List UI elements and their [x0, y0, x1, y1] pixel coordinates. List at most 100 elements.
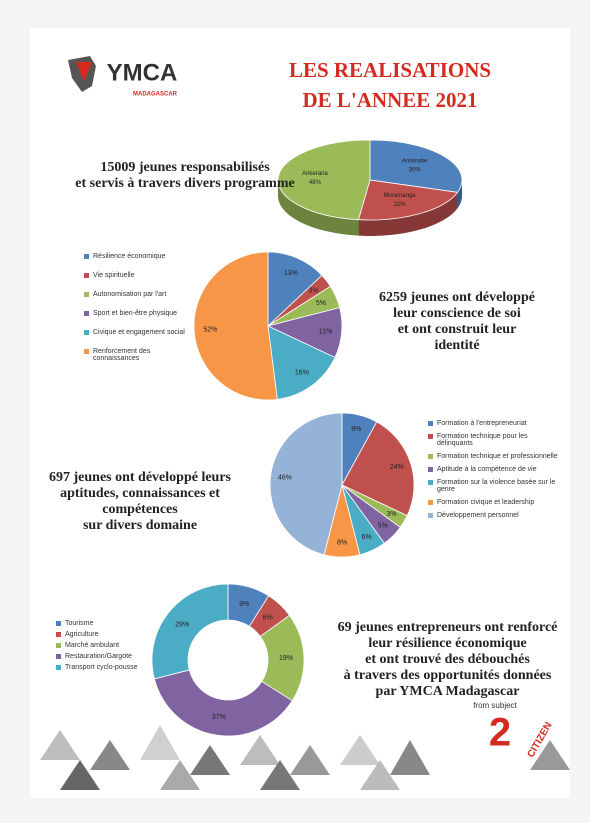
- annotation-line: 69 jeunes entrepreneurs ont renforcé: [337, 620, 558, 635]
- legend-label: Renforcement des connaissances: [93, 348, 151, 362]
- legend-label: Civique et engagement social: [93, 329, 185, 336]
- annotation-line: identité: [434, 338, 480, 353]
- logo-text: YMCA: [107, 59, 178, 86]
- annotation-line: 6259 jeunes ont développé: [379, 290, 535, 305]
- slice-label: 52%: [203, 326, 217, 333]
- slice: [369, 139, 463, 193]
- slice-label: 46%: [278, 475, 292, 482]
- slice: [277, 139, 371, 221]
- legend-swatch: [84, 273, 89, 278]
- legend-swatch: [428, 500, 433, 505]
- legend-swatch: [84, 292, 89, 297]
- slice-label: 3%: [309, 287, 319, 294]
- legend-item: Développement personnel: [428, 512, 558, 519]
- legend-swatch: [428, 421, 433, 426]
- legend-item: Tourisme: [56, 620, 156, 627]
- legend-item: Formation à l'entrepreneuriat: [428, 420, 558, 427]
- slice-label: 9%: [239, 601, 249, 608]
- annotation-line: 697 jeunes ont développé leurs: [49, 470, 231, 485]
- legend-item: Formation civique et leadership: [428, 499, 558, 506]
- slice-category: Moramanga: [384, 193, 417, 199]
- annotation-line: à travers des opportunités données: [343, 668, 552, 683]
- legend-item: Sport et bien-être physique: [84, 310, 189, 317]
- annotation-line: par YMCA Madagascar: [375, 684, 520, 699]
- slice-label: 22%: [394, 202, 407, 208]
- legend-swatch: [428, 454, 433, 459]
- legend-label: Aptitude à la compétence de vie: [437, 466, 537, 473]
- annotation: 15009 jeunes responsabilisés et servis à…: [60, 160, 310, 192]
- annotation-line: sur divers domaine: [82, 518, 198, 533]
- legend-swatch: [84, 311, 89, 316]
- legend-swatch: [84, 330, 89, 335]
- slice-label: 16%: [295, 370, 309, 377]
- slice-label: 24%: [390, 464, 404, 471]
- title-line: LES REALISATIONS: [288, 58, 492, 82]
- legend-label: Résilience économique: [93, 253, 166, 260]
- legend-item: Formation sur la violence basée sur le g…: [428, 479, 558, 493]
- legend-label: Formation sur la violence basée sur le g…: [437, 479, 556, 493]
- legend-item: Formation technique et professionnelle: [428, 453, 558, 460]
- legend-swatch: [428, 480, 433, 485]
- annotation-line: 15009 jeunes responsabilisés: [100, 160, 270, 175]
- slice-category: Antsirabe: [402, 158, 428, 164]
- annotation: 69 jeunes entrepreneurs ont renforcé leu…: [320, 620, 575, 700]
- legend-item: Marché ambulant: [56, 642, 156, 649]
- legend-label: Formation civique et leadership: [437, 499, 535, 506]
- legend-swatch: [56, 654, 61, 659]
- legend-item: Transport cyclo-pousse: [56, 664, 156, 671]
- legend-label: Sport et bien-être physique: [93, 310, 178, 317]
- slice: [151, 583, 229, 680]
- slice-label: 13%: [284, 270, 298, 277]
- legend-swatch: [56, 665, 61, 670]
- legend-item: Autonomisation par l'art: [84, 291, 189, 298]
- legend-swatch: [428, 513, 433, 518]
- legend-label: Développement personnel: [437, 512, 519, 519]
- legend-swatch: [428, 467, 433, 472]
- title-line: DE L'ANNEE 2021: [302, 88, 478, 112]
- slice-category: Ankerana: [302, 171, 328, 177]
- slice-label: 48%: [309, 180, 322, 186]
- legend-item: Aptitude à la compétence de vie: [428, 466, 558, 473]
- slice-label: 30%: [409, 167, 422, 173]
- legend-label: Marché ambulant: [65, 642, 120, 649]
- legend: Tourisme Agriculture Marché ambulant Restau…: [56, 620, 156, 675]
- legend-swatch: [84, 349, 89, 354]
- annotation-line: et ont trouvé des débouchés: [365, 652, 530, 667]
- footer-from: from subject: [473, 701, 517, 710]
- slice-label: 6%: [361, 534, 371, 541]
- legend-item: Civique et engagement social: [84, 329, 189, 336]
- legend-item: Résilience économique: [84, 253, 189, 260]
- legend-label: Tourisme: [65, 620, 94, 627]
- legend-label: Formation technique pour les délinquants: [437, 433, 528, 447]
- slice-label: 5%: [378, 523, 388, 530]
- legend-item: Vie spirituelle: [84, 272, 189, 279]
- slice-label: 11%: [319, 328, 333, 335]
- slice-label: 8%: [351, 426, 361, 433]
- legend-swatch: [56, 621, 61, 626]
- logo-sub: MADAGASCAR: [133, 92, 178, 98]
- legend-label: Vie spirituelle: [93, 272, 135, 279]
- slice-label: 8%: [337, 539, 347, 546]
- slice-label: 29%: [175, 621, 189, 628]
- annotation-line: leur conscience de soi: [393, 306, 521, 321]
- legend-label: Formation technique et professionnelle: [437, 453, 558, 460]
- legend-label: Restauration/Gargote: [65, 653, 132, 660]
- annotation-line: et ont construit leur: [397, 322, 517, 337]
- legend-item: Formation technique pour les délinquants: [428, 433, 558, 447]
- annotation: 6259 jeunes ont développé leur conscienc…: [352, 290, 562, 354]
- annotation-line: compétences: [102, 502, 178, 517]
- slice-label: 5%: [316, 300, 326, 307]
- footer-two: 2: [489, 711, 511, 755]
- citizen-logo: from subject 2 CITIZEN: [473, 701, 554, 760]
- footer-pattern: [40, 725, 570, 790]
- annotation-line: aptitudes, connaissances et: [60, 486, 220, 501]
- slice: [269, 412, 343, 556]
- legend-swatch: [56, 643, 61, 648]
- legend-item: Restauration/Gargote: [56, 653, 156, 660]
- legend-item: Agriculture: [56, 631, 156, 638]
- slice: [153, 669, 293, 737]
- slice-label: 3%: [387, 511, 397, 518]
- slice: [341, 421, 415, 517]
